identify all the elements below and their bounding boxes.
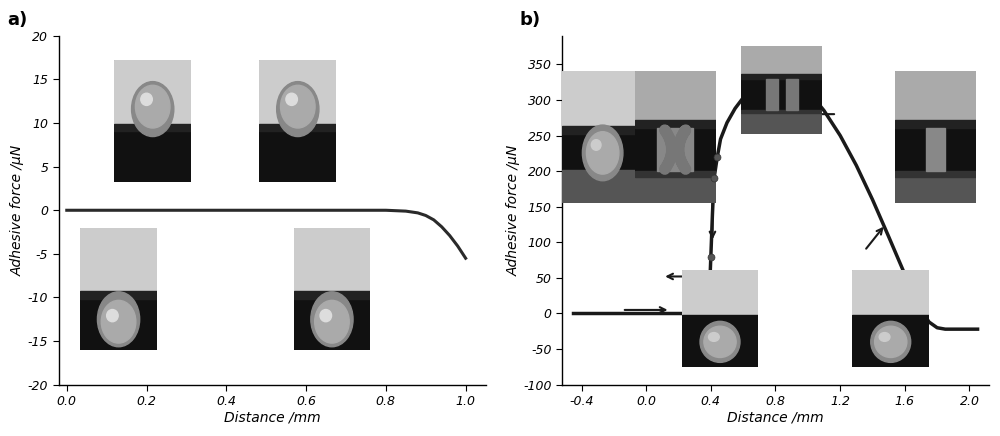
X-axis label: Distance /mm: Distance /mm [727, 411, 824, 425]
Y-axis label: Adhesive force /μN: Adhesive force /μN [11, 145, 25, 276]
Y-axis label: Adhesive force /μN: Adhesive force /μN [506, 145, 520, 276]
Text: a): a) [8, 11, 28, 29]
Text: b): b) [519, 11, 541, 29]
X-axis label: Distance /mm: Distance /mm [224, 411, 321, 425]
